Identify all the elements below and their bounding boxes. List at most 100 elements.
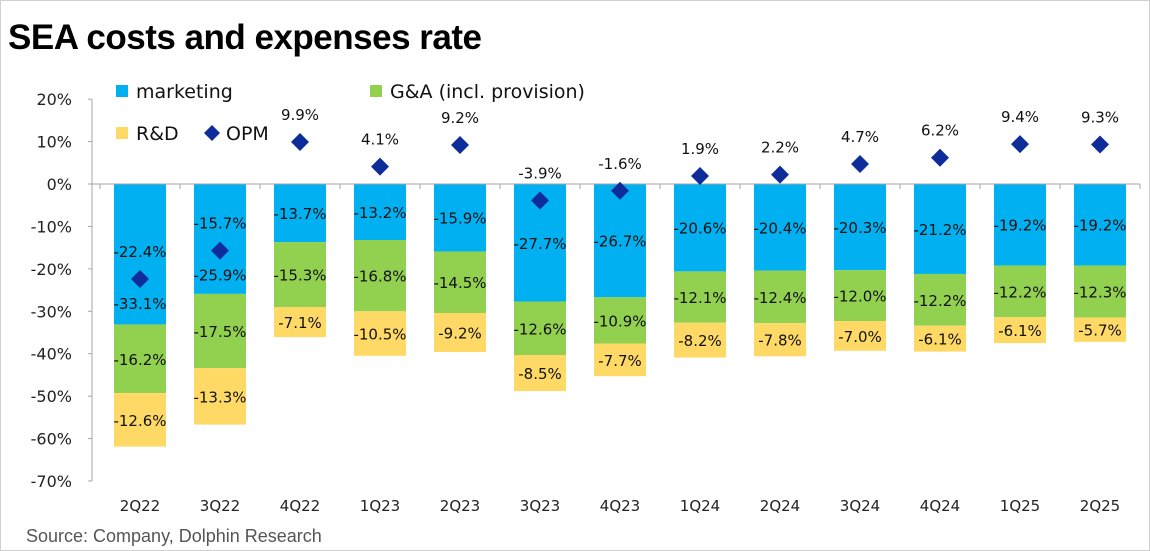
- data-label-rd: -10.5%: [353, 326, 406, 344]
- opm-marker: [931, 148, 949, 167]
- data-label-opm: 9.4%: [1001, 108, 1039, 126]
- data-label-rd: -8.2%: [678, 332, 722, 350]
- bar-rd: [914, 325, 966, 352]
- data-label-ga: -15.3%: [273, 267, 326, 285]
- data-label-opm: 9.3%: [1081, 109, 1119, 127]
- bar-ga: [594, 297, 646, 344]
- data-label-ga: -14.5%: [433, 274, 486, 292]
- bar-marketing: [114, 184, 166, 325]
- opm-marker: [131, 270, 149, 289]
- bar-marketing: [434, 184, 486, 252]
- data-label-opm: 6.2%: [921, 122, 959, 140]
- y-tick-label: -70%: [31, 472, 72, 491]
- bar-ga: [434, 251, 486, 313]
- data-label-opm: 9.9%: [281, 106, 319, 124]
- legend-label-ga: G&A (incl. provision): [390, 81, 585, 103]
- data-label-opm: -1.6%: [598, 155, 642, 173]
- data-label-opm: 9.2%: [441, 109, 479, 127]
- opm-marker: [851, 155, 869, 174]
- data-label-ga: -17.5%: [193, 323, 246, 341]
- data-label-marketing: -25.9%: [193, 267, 246, 285]
- legend-label-marketing: marketing: [136, 81, 233, 103]
- x-tick-label: 1Q23: [360, 497, 400, 515]
- x-tick-label: 4Q22: [280, 497, 320, 515]
- legend-swatch-marketing: [116, 85, 128, 97]
- bar-rd: [994, 317, 1046, 344]
- data-label-rd: -5.7%: [1078, 322, 1122, 340]
- bar-ga: [994, 265, 1046, 318]
- bar-marketing: [274, 184, 326, 243]
- x-tick-label: 3Q22: [200, 497, 240, 515]
- bar-marketing: [754, 184, 806, 271]
- bar-ga: [1074, 265, 1126, 318]
- y-tick-label: -20%: [31, 260, 72, 279]
- bar-ga: [114, 324, 166, 394]
- bar-ga: [754, 270, 806, 324]
- opm-marker: [291, 132, 309, 151]
- bar-ga: [674, 271, 726, 323]
- bar-marketing: [914, 184, 966, 274]
- x-tick-label: 1Q24: [680, 497, 720, 515]
- data-label-ga: -12.2%: [913, 292, 966, 310]
- bar-rd: [834, 321, 886, 351]
- bar-rd: [594, 343, 646, 377]
- data-label-opm: -3.9%: [518, 165, 562, 183]
- data-label-ga: -16.2%: [113, 351, 166, 369]
- opm-marker: [371, 157, 389, 176]
- data-label-rd: -13.3%: [193, 388, 246, 406]
- x-tick-label: 4Q24: [920, 497, 960, 515]
- data-label-marketing: -19.2%: [993, 217, 1046, 235]
- data-label-rd: -9.2%: [438, 325, 482, 343]
- bar-ga: [514, 301, 566, 355]
- data-label-marketing: -19.2%: [1073, 217, 1126, 235]
- bar-marketing: [594, 184, 646, 298]
- bar-marketing: [194, 184, 246, 294]
- bar-marketing: [994, 184, 1046, 266]
- x-tick-label: 2Q24: [760, 497, 800, 515]
- data-label-marketing: -33.1%: [113, 295, 166, 313]
- legend-swatch-opm: [204, 125, 220, 141]
- bar-rd: [354, 311, 406, 356]
- data-label-marketing: -15.9%: [433, 210, 486, 228]
- data-label-marketing: -27.7%: [513, 235, 566, 253]
- bar-ga: [914, 273, 966, 326]
- bar-marketing: [354, 184, 406, 241]
- data-label-ga: -10.9%: [593, 312, 646, 330]
- y-tick-label: -10%: [31, 217, 72, 236]
- y-tick-label: 0%: [47, 175, 72, 194]
- data-label-rd: -7.1%: [278, 314, 322, 332]
- data-label-ga: -12.4%: [753, 289, 806, 307]
- data-label-marketing: -20.4%: [753, 219, 806, 237]
- bar-rd: [674, 322, 726, 358]
- opm-marker: [531, 191, 549, 210]
- data-label-rd: -7.0%: [838, 328, 882, 346]
- bar-ga: [354, 240, 406, 312]
- y-tick-label: -40%: [31, 345, 72, 364]
- opm-marker: [691, 166, 709, 185]
- opm-marker: [1091, 135, 1109, 154]
- y-tick-label: 10%: [36, 133, 72, 152]
- data-label-rd: -6.1%: [918, 331, 962, 349]
- bar-rd: [514, 354, 566, 392]
- data-label-rd: -7.8%: [758, 332, 802, 350]
- legend-label-rd: R&D: [136, 123, 179, 145]
- y-tick-label: -30%: [31, 302, 72, 321]
- x-tick-label: 2Q22: [120, 497, 160, 515]
- legend-swatch-rd: [116, 127, 128, 139]
- data-label-opm: 1.9%: [681, 140, 719, 158]
- bar-rd: [114, 393, 166, 447]
- x-tick-label: 4Q23: [600, 497, 640, 515]
- bar-marketing: [674, 184, 726, 272]
- bar-rd: [274, 307, 326, 338]
- x-tick-label: 2Q23: [440, 497, 480, 515]
- data-label-marketing: -21.2%: [913, 221, 966, 239]
- x-tick-label: 3Q24: [840, 497, 880, 515]
- data-label-opm: 4.7%: [841, 128, 879, 146]
- data-label-opm: -15.7%: [193, 215, 246, 233]
- opm-marker: [451, 135, 469, 154]
- data-label-marketing: -13.7%: [273, 205, 326, 223]
- data-label-ga: -12.6%: [513, 320, 566, 338]
- opm-marker: [211, 241, 229, 260]
- data-label-marketing: -13.2%: [353, 204, 406, 222]
- data-label-rd: -6.1%: [998, 322, 1042, 340]
